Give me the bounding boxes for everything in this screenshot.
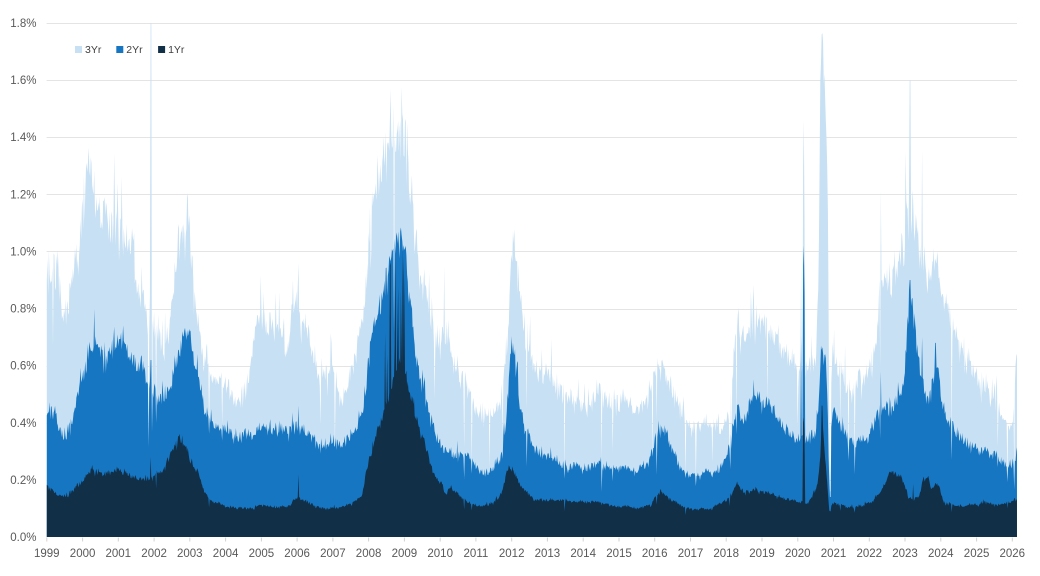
svg-text:2011: 2011 xyxy=(464,548,489,560)
svg-text:2009: 2009 xyxy=(392,548,418,560)
svg-text:2005: 2005 xyxy=(249,548,275,560)
svg-text:2Yr: 2Yr xyxy=(126,44,143,56)
svg-text:1.8%: 1.8% xyxy=(10,18,36,30)
svg-text:0.8%: 0.8% xyxy=(10,304,36,316)
svg-text:2007: 2007 xyxy=(320,548,346,560)
svg-text:2019: 2019 xyxy=(749,548,775,560)
svg-text:2012: 2012 xyxy=(499,548,525,560)
svg-text:2016: 2016 xyxy=(642,548,668,560)
svg-text:3Yr: 3Yr xyxy=(85,44,102,56)
svg-text:0.2%: 0.2% xyxy=(10,475,36,487)
svg-text:2018: 2018 xyxy=(713,548,739,560)
svg-text:2002: 2002 xyxy=(141,548,167,560)
svg-text:2021: 2021 xyxy=(821,548,847,560)
svg-text:2014: 2014 xyxy=(570,548,596,560)
svg-text:1Yr: 1Yr xyxy=(168,44,185,56)
svg-text:2022: 2022 xyxy=(857,548,883,560)
svg-text:2006: 2006 xyxy=(284,548,310,560)
svg-text:2023: 2023 xyxy=(892,548,918,560)
svg-text:2013: 2013 xyxy=(535,548,561,560)
svg-text:2008: 2008 xyxy=(356,548,382,560)
svg-text:2026: 2026 xyxy=(1000,548,1026,560)
svg-text:0.6%: 0.6% xyxy=(10,361,36,373)
svg-text:2015: 2015 xyxy=(606,548,632,560)
svg-text:1.0%: 1.0% xyxy=(10,246,36,258)
svg-text:1.2%: 1.2% xyxy=(10,189,36,201)
svg-text:1.4%: 1.4% xyxy=(10,132,36,144)
svg-text:1999: 1999 xyxy=(34,548,60,560)
svg-text:2001: 2001 xyxy=(106,548,132,560)
svg-text:0.0%: 0.0% xyxy=(10,532,36,544)
svg-text:2020: 2020 xyxy=(785,548,811,560)
svg-text:2010: 2010 xyxy=(427,548,453,560)
svg-text:2024: 2024 xyxy=(928,548,954,560)
svg-text:2017: 2017 xyxy=(678,548,704,560)
svg-text:1.6%: 1.6% xyxy=(10,75,36,87)
svg-text:0.4%: 0.4% xyxy=(10,418,36,430)
svg-text:2003: 2003 xyxy=(177,548,203,560)
svg-text:2004: 2004 xyxy=(213,548,239,560)
svg-text:2025: 2025 xyxy=(964,548,990,560)
svg-text:2000: 2000 xyxy=(70,548,96,560)
